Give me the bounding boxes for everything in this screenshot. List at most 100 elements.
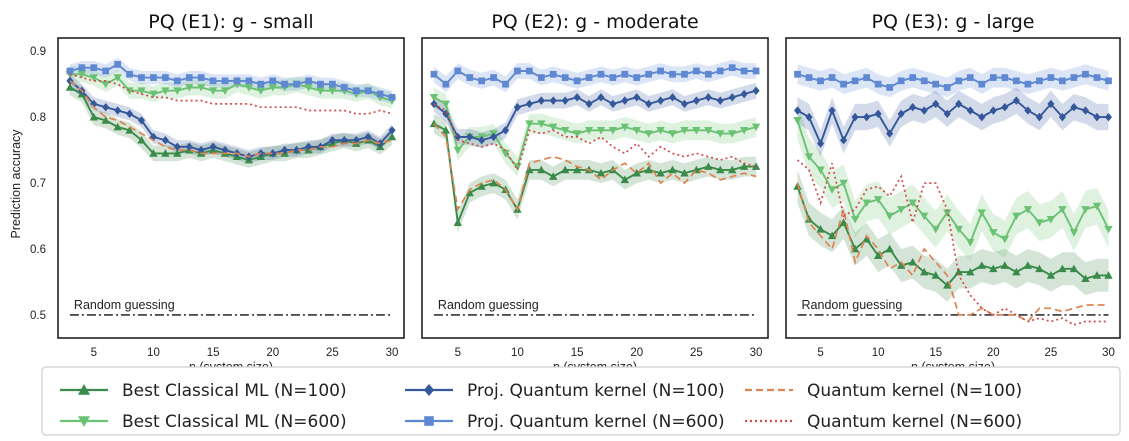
data-point <box>453 218 462 226</box>
data-point <box>621 96 629 105</box>
series-line <box>433 66 757 86</box>
data-point <box>269 149 277 158</box>
data-point <box>442 80 450 88</box>
data-point <box>897 109 905 119</box>
legend-label: Proj. Quantum kernel (N=100) <box>467 381 725 401</box>
x-tick-label: 10 <box>872 347 885 359</box>
series-line <box>69 63 393 99</box>
chart-panels: PQ (E1): g - small Random guessing 5 10 15 20… <box>30 11 1121 374</box>
data-point <box>943 109 951 119</box>
data-point <box>364 87 372 95</box>
data-point <box>268 84 277 92</box>
chart-panel-2: PQ (E2): g - moderate Random guessing 5 10 1… <box>421 11 769 374</box>
data-point <box>966 267 975 276</box>
data-point <box>1092 202 1102 211</box>
legend-label: Quantum kernel (N=600) <box>807 412 1022 432</box>
data-point <box>978 112 986 122</box>
data-point <box>584 126 594 135</box>
legend-entry: Proj. Quantum kernel (N=600) <box>405 412 725 432</box>
data-point <box>896 261 906 269</box>
data-point <box>978 80 986 88</box>
data-point <box>1093 74 1101 81</box>
data-point <box>1092 271 1102 279</box>
data-point <box>430 70 438 78</box>
chart-panel-3: PQ (E3): g - large Random guessing 5 10 15 20… <box>785 11 1121 374</box>
data-point <box>669 70 676 78</box>
data-point <box>269 77 277 85</box>
data-point <box>977 209 986 217</box>
data-point <box>1105 77 1112 85</box>
data-point <box>560 165 570 174</box>
data-point <box>1059 77 1066 85</box>
data-point <box>752 86 760 95</box>
data-point <box>596 168 606 177</box>
data-point <box>680 99 689 109</box>
data-point <box>645 70 653 78</box>
data-point <box>645 99 653 109</box>
data-point <box>1104 271 1113 279</box>
data-point <box>644 130 653 138</box>
data-point <box>572 130 582 138</box>
data-point <box>943 84 951 91</box>
data-point <box>137 87 146 95</box>
data-point <box>1012 212 1021 221</box>
data-point <box>955 99 963 109</box>
data-point <box>78 64 86 72</box>
data-point <box>1035 219 1044 227</box>
data-point <box>453 146 462 155</box>
data-point <box>863 112 871 122</box>
data-point <box>114 106 122 115</box>
data-point <box>668 93 677 102</box>
series-line <box>433 122 757 227</box>
data-point <box>620 123 630 132</box>
data-point <box>828 74 836 81</box>
data-point <box>752 67 760 75</box>
data-point <box>805 74 813 81</box>
data-point <box>173 142 181 151</box>
data-point <box>537 96 545 105</box>
y-tick-label: 0.5 <box>30 310 46 322</box>
legend-label: Best Classical ML (N=100) <box>122 381 347 401</box>
data-point <box>196 84 206 92</box>
data-point <box>794 70 801 78</box>
data-point <box>137 135 146 144</box>
data-point <box>233 77 241 85</box>
data-point <box>966 239 975 247</box>
data-point <box>1024 80 1032 88</box>
data-point <box>209 77 217 85</box>
data-point <box>466 132 474 142</box>
data-point <box>1012 77 1020 85</box>
series-line <box>69 80 393 158</box>
series-line <box>797 99 1109 147</box>
data-point <box>1081 106 1090 115</box>
data-point <box>138 74 145 81</box>
data-point <box>931 225 940 234</box>
data-point <box>955 77 963 85</box>
data-point <box>572 165 582 174</box>
data-point <box>66 67 74 75</box>
data-point <box>376 90 384 98</box>
data-point <box>920 212 929 221</box>
data-point <box>989 106 997 115</box>
data-point <box>633 74 641 81</box>
data-point <box>442 109 450 119</box>
data-point <box>1081 274 1090 283</box>
data-point <box>680 168 689 177</box>
data-point <box>185 142 193 151</box>
legend-entry: Best Classical ML (N=100) <box>60 381 347 401</box>
data-point <box>932 80 940 88</box>
data-point <box>1070 103 1078 112</box>
data-point <box>1035 112 1043 122</box>
data-point <box>441 100 451 109</box>
data-point <box>668 130 677 138</box>
data-point <box>65 83 75 91</box>
data-point <box>632 126 641 135</box>
data-point <box>851 112 859 122</box>
data-point <box>126 109 134 119</box>
data-point <box>340 84 348 91</box>
data-point <box>804 215 814 223</box>
legend-marker <box>424 416 434 426</box>
data-point <box>1023 206 1033 214</box>
data-point <box>244 84 254 92</box>
data-point <box>197 145 205 155</box>
